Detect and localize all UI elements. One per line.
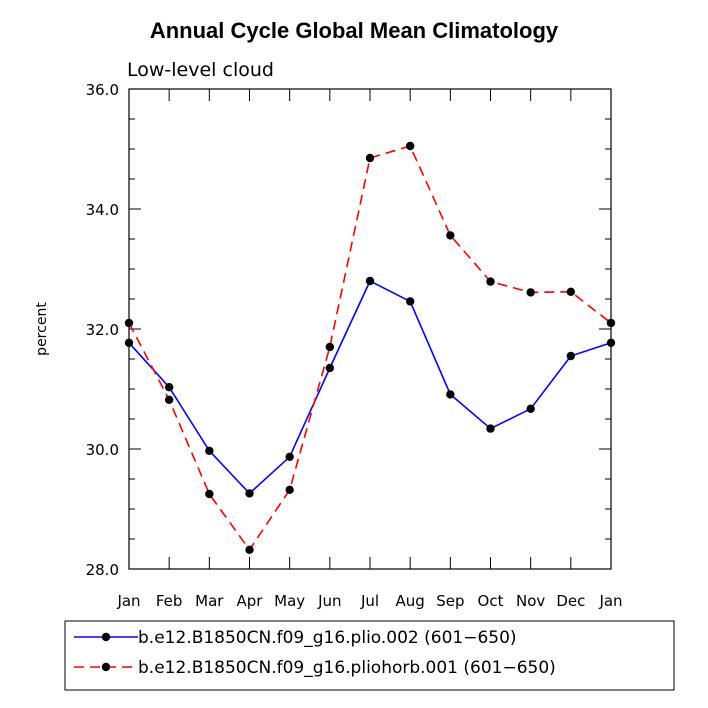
y-tick-label: 34.0	[86, 201, 119, 219]
series-2-point	[486, 277, 495, 286]
y-tick-label: 36.0	[86, 81, 119, 99]
series-1-point	[405, 297, 415, 306]
series-2-point	[446, 231, 455, 240]
x-tick-label: Oct	[478, 592, 504, 610]
chart-title: Annual Cycle Global Mean Climatology	[150, 18, 559, 43]
series-2-point	[606, 318, 616, 328]
series-2-point	[245, 545, 254, 554]
x-tick-labels: Jan Feb Mar Apr May Jun Jul Aug Sep Oct Nov Dec Jan	[116, 592, 622, 610]
series-line-1	[128, 279, 612, 495]
series-2-point	[405, 141, 415, 151]
series-2-point	[325, 342, 335, 352]
y-tick-label: 32.0	[86, 321, 119, 339]
legend-marker-2	[101, 662, 111, 672]
x-tick-label: Nov	[516, 592, 545, 610]
series-layer	[124, 141, 616, 554]
legend-label-1: b.e12.B1850CN.f09_g16.plio.002 (601−650)	[138, 628, 517, 648]
series-2-point	[566, 287, 576, 296]
legend-items: b.e12.B1850CN.f09_g16.plio.002 (601−650)…	[74, 628, 556, 678]
y-tick-label: 30.0	[86, 441, 119, 459]
y-axis-label: percent	[34, 302, 50, 356]
legend	[64, 620, 675, 691]
series-1-point	[164, 383, 174, 392]
series-2-point	[124, 318, 134, 328]
series-2-point	[164, 395, 174, 404]
x-tick-label: Dec	[556, 592, 585, 610]
x-tick-label: Jan	[116, 592, 140, 610]
x-tick-label: May	[274, 592, 305, 610]
series-line-2	[128, 145, 612, 552]
x-tick-label: Feb	[156, 592, 183, 610]
series-1-point	[325, 363, 335, 373]
axis-ticks	[128, 88, 612, 570]
chart-subtitle: Low-level cloud	[127, 59, 274, 81]
y-tick-labels: 28.0 30.0 32.0 34.0 36.0	[86, 81, 119, 579]
x-tick-label: Apr	[237, 592, 264, 610]
series-1-point	[446, 390, 455, 399]
series-1-point	[245, 489, 254, 498]
x-tick-label: Jun	[317, 592, 341, 610]
y-tick-label: 28.0	[86, 561, 119, 579]
series-2-point	[285, 485, 294, 494]
x-tick-label: Sep	[436, 592, 464, 610]
x-tick-label: Aug	[396, 592, 425, 610]
legend-marker-1	[101, 632, 111, 642]
series-2-point	[365, 153, 375, 163]
x-tick-label: Jan	[598, 592, 622, 610]
series-2-point	[205, 489, 214, 499]
series-1-point	[486, 424, 495, 433]
legend-label-2: b.e12.B1850CN.f09_g16.pliohorb.001 (601−…	[138, 658, 556, 678]
series-1-point	[205, 446, 214, 455]
series-1-point	[365, 276, 375, 286]
series-1-point	[285, 452, 294, 461]
series-1-point	[606, 338, 616, 347]
x-tick-label: Jul	[360, 592, 379, 610]
series-1-point	[566, 351, 576, 361]
series-1-point	[526, 404, 535, 413]
series-2-point	[526, 288, 535, 297]
series-1-point	[124, 338, 134, 347]
x-tick-label: Mar	[195, 592, 224, 610]
